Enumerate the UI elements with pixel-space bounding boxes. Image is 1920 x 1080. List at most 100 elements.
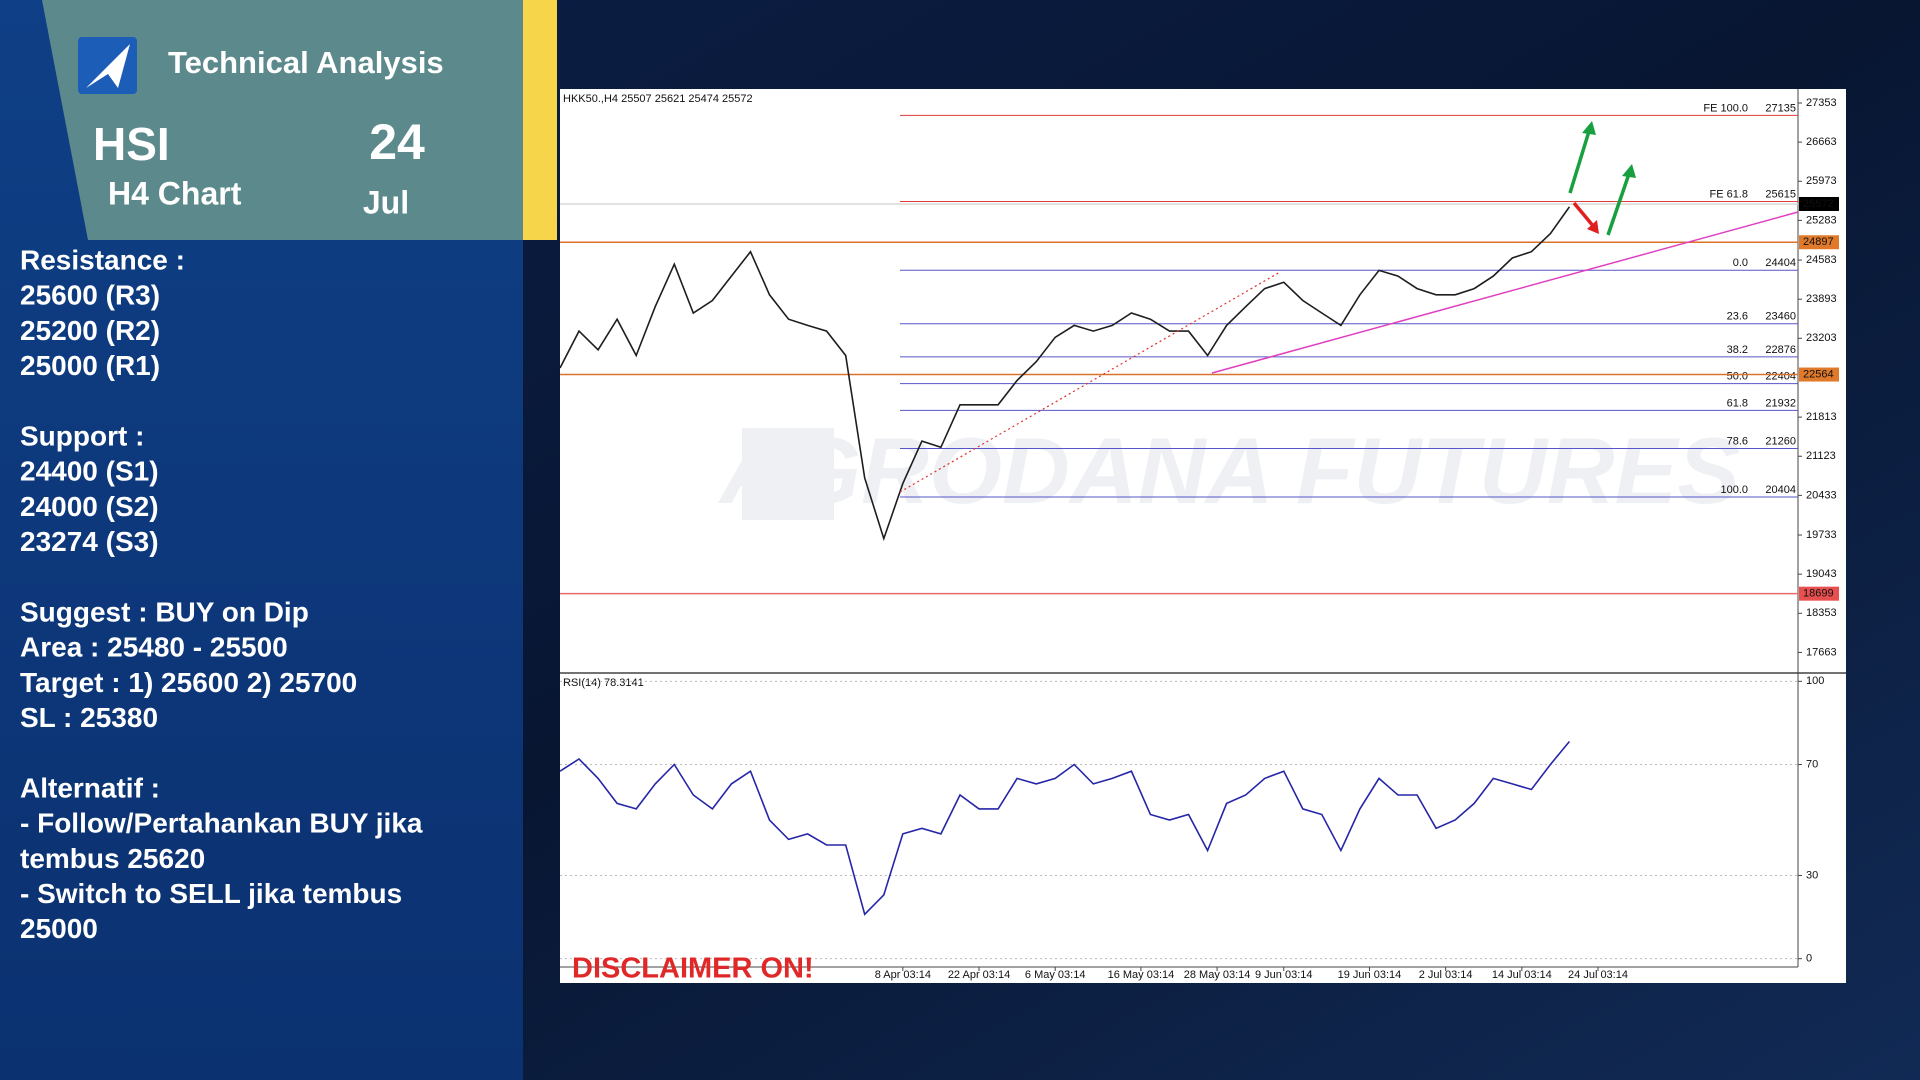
note-line: Resistance : [20, 244, 185, 275]
y-tick-label: 25283 [1806, 214, 1837, 226]
notes: Resistance : 25600 (R3) 25200 (R2) 25000 (R… [20, 244, 423, 944]
y-tick-label: 18353 [1806, 607, 1837, 619]
x-tick-label: 22 Apr 03:14 [948, 969, 1010, 981]
level-name: 78.6 [1727, 435, 1748, 447]
y-tick-label: 19043 [1806, 568, 1837, 580]
y-tick-label: 100 [1806, 675, 1824, 687]
marker-label: 24897 [1803, 236, 1834, 248]
arrow-head [1587, 220, 1599, 234]
header-box [42, 0, 523, 240]
pane-title: HKK50.,H4 25507 25621 25474 25572 [563, 93, 753, 105]
level-value: 20404 [1765, 484, 1796, 496]
marker-box [1799, 586, 1839, 601]
note-line: 24400 (S1) [20, 456, 159, 487]
x-tick-label: 28 May 03:14 [1184, 969, 1251, 981]
marker-box [1799, 235, 1839, 250]
x-tick-label: 14 Jul 03:14 [1492, 969, 1552, 981]
arrow-head [1582, 121, 1596, 135]
level-value: 23460 [1765, 311, 1796, 323]
level-value: 21260 [1765, 435, 1796, 447]
x-tick-label: 9 Jun 03:14 [1255, 969, 1313, 981]
note-line: Alternatif : [20, 772, 160, 803]
y-tick-label: 21123 [1806, 450, 1836, 462]
level-name: 50.0 [1727, 371, 1748, 383]
level-value: 21932 [1765, 397, 1796, 409]
y-tick-label: 21813 [1806, 411, 1837, 423]
y-tick-label: 30 [1806, 869, 1818, 881]
y-tick-label: 19733 [1806, 529, 1837, 541]
fib-base-line [899, 271, 1281, 493]
logo [78, 37, 137, 94]
y-tick-label: 26663 [1806, 136, 1837, 148]
level-value: 24404 [1765, 257, 1796, 269]
logo-mark [86, 44, 130, 88]
y-tick-label: 23893 [1806, 293, 1837, 305]
y-tick-label: 27353 [1806, 97, 1837, 109]
x-tick-label: 6 May 03:14 [1025, 969, 1086, 981]
note-line: Support : [20, 420, 144, 451]
note-line: 25000 [20, 913, 98, 944]
note-line: - Follow/Pertahankan BUY jika [20, 808, 423, 839]
disclaimer: DISCLAIMER ON! [572, 953, 814, 985]
month: Jul [363, 184, 409, 220]
x-tick-label: 19 Jun 03:14 [1338, 969, 1402, 981]
trendline [1211, 211, 1799, 374]
level-name: 38.2 [1727, 344, 1748, 356]
level-value: 22876 [1765, 344, 1796, 356]
note-line: 25600 (R3) [20, 280, 160, 311]
level-name: 61.8 [1727, 397, 1748, 409]
marker-box [1799, 367, 1839, 382]
pane-title: RSI(14) 78.3141 [563, 677, 644, 689]
y-tick-label: 23203 [1806, 332, 1837, 344]
watermark: AGRODANA FUTURES [718, 418, 1740, 523]
marker-box [1799, 196, 1839, 211]
note-line: Area : 25480 - 25500 [20, 632, 288, 663]
level-name: FE 61.8 [1709, 188, 1748, 200]
level-value: 27135 [1765, 102, 1796, 114]
note-line: tembus 25620 [20, 843, 205, 874]
level-value: 22404 [1765, 371, 1796, 383]
marker-label: 22564 [1803, 368, 1834, 380]
level-name: 100.0 [1720, 484, 1748, 496]
arrows [1568, 121, 1636, 236]
note-line: 24000 (S2) [20, 491, 159, 522]
marker-label: 18699 [1803, 588, 1834, 600]
x-tick-label: 8 Apr 03:14 [875, 969, 931, 981]
arrow-up [1606, 170, 1632, 236]
timeframe: H4 Chart [108, 175, 242, 211]
y-tick-label: 24583 [1806, 254, 1837, 266]
data-line [559, 740, 1571, 916]
arrow-down [1572, 201, 1596, 229]
note-line: - Switch to SELL jika tembus [20, 878, 402, 909]
note-line: 25200 (R2) [20, 315, 160, 346]
y-tick-label: 25973 [1806, 175, 1837, 187]
note-line: Target : 1) 25600 2) 25700 [20, 667, 357, 698]
note-line: 23274 (S3) [20, 526, 159, 557]
note-line: 25000 (R1) [20, 350, 160, 381]
note-line: Suggest : BUY on Dip [20, 596, 309, 627]
y-tick-label: 0 [1806, 953, 1812, 965]
watermark-logo [742, 428, 834, 520]
level-name: 23.6 [1727, 311, 1748, 323]
chart-frame [560, 89, 1846, 983]
y-tick-label: 70 [1806, 758, 1818, 770]
data-line [559, 206, 1571, 542]
y-tick-label: 20433 [1806, 489, 1837, 501]
arrow-up [1568, 127, 1592, 194]
header-title: Technical Analysis [168, 45, 444, 80]
level-value: 25615 [1765, 188, 1796, 200]
day: 24 [369, 114, 425, 170]
note-line: SL : 25380 [20, 702, 158, 733]
symbol: HSI [93, 118, 170, 170]
level-name: 0.0 [1733, 257, 1748, 269]
accent-strip [523, 0, 557, 240]
arrow-head [1622, 164, 1636, 178]
x-tick-label: 24 Jul 03:14 [1568, 969, 1628, 981]
x-tick-label: 16 May 03:14 [1108, 969, 1175, 981]
x-tick-label: 2 Jul 03:14 [1419, 969, 1473, 981]
level-name: FE 100.0 [1703, 102, 1748, 114]
marker-label: 25572 [1803, 198, 1834, 210]
